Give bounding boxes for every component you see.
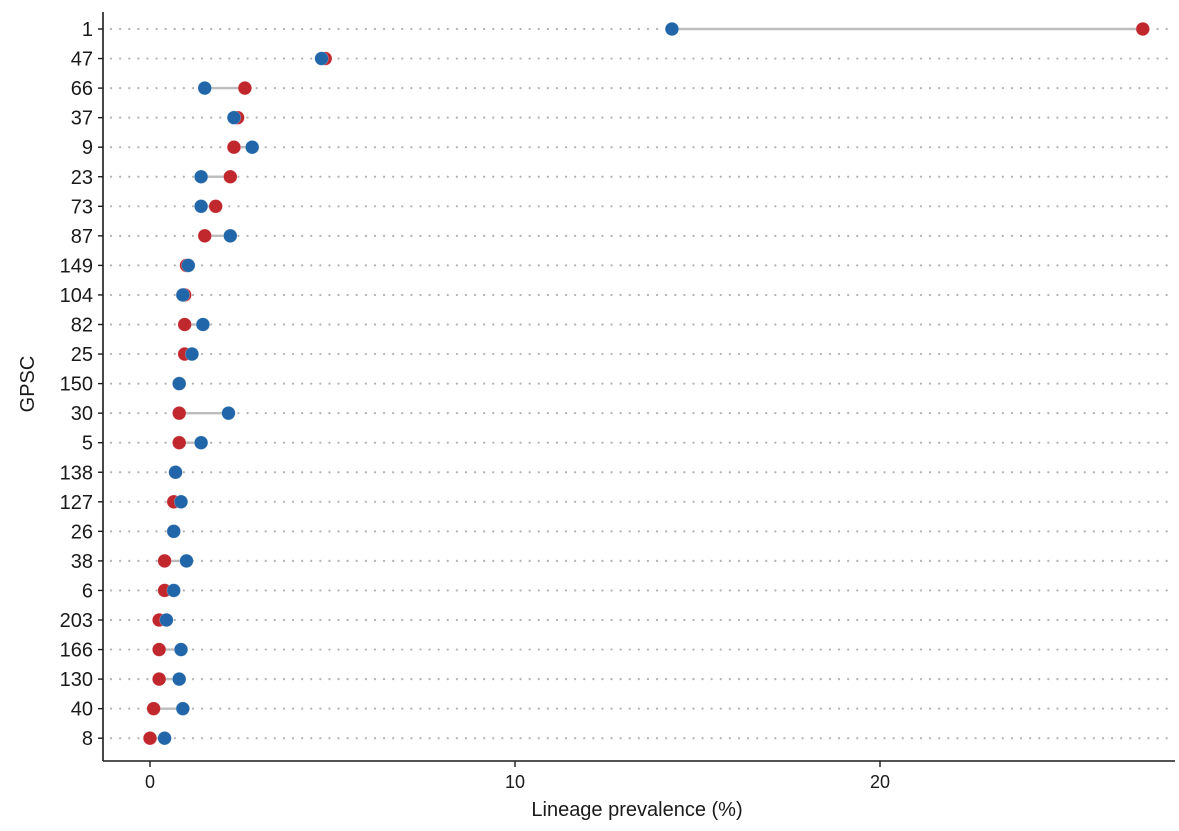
y-tick-label-1: 1 [82,19,93,41]
point-blue-37 [226,110,242,125]
y-tick-label-38: 38 [71,551,93,573]
point-blue-87 [223,228,238,243]
point-blue-1 [664,21,680,37]
y-tick-label-73: 73 [71,196,93,218]
point-blue-138 [168,465,183,480]
y-tick-label-5: 5 [82,433,93,455]
point-blue-104 [175,287,190,303]
y-tick-label-25: 25 [71,344,93,366]
point-blue-40 [175,701,190,716]
y-tick-label-9: 9 [82,137,93,159]
point-red-8 [142,731,158,746]
point-blue-127 [173,494,189,509]
point-red-73 [208,199,223,214]
point-red-1 [1135,21,1150,37]
y-tick-label-104: 104 [60,285,93,307]
point-red-87 [197,228,212,243]
point-blue-66 [197,80,212,96]
point-red-9 [226,140,242,155]
x-axis-title: Lineage prevalence (%) [531,799,742,821]
point-red-130 [152,671,167,687]
y-tick-label-203: 203 [60,610,93,632]
point-blue-9 [245,140,260,155]
point-blue-73 [194,199,209,214]
axis-layer: 1 47 66 37 9 23 73 87 149 104 82 25 150 30 5 138 127 26 38… [60,12,1175,792]
point-blue-47 [314,51,329,66]
point-blue-8 [157,731,172,746]
point-blue-130 [172,671,187,687]
point-blue-38 [179,553,194,569]
y-tick-label-130: 130 [60,669,93,691]
y-tick-label-150: 150 [60,374,93,396]
x-tick-label-20: 20 [870,772,890,792]
x-tick-label-0: 0 [145,772,155,792]
y-tick-label-26: 26 [71,521,93,543]
point-red-166 [152,642,167,657]
y-tick-label-87: 87 [71,226,93,248]
y-tick-label-66: 66 [71,78,93,100]
y-tick-label-127: 127 [60,492,93,514]
x-tick-label-10: 10 [505,772,525,792]
point-blue-23 [194,169,209,184]
point-blue-166 [173,642,189,657]
grid-layer [109,27,1177,740]
point-red-5 [172,435,187,450]
y-tick-label-82: 82 [71,315,93,337]
point-blue-5 [194,435,209,450]
point-red-66 [237,80,252,96]
point-blue-25 [184,346,200,362]
point-blue-150 [172,376,187,391]
point-red-82 [177,317,192,332]
point-blue-6 [166,583,181,598]
y-tick-label-23: 23 [71,167,93,189]
y-tick-label-47: 47 [71,49,93,71]
y-tick-label-166: 166 [60,640,93,662]
point-blue-26 [166,524,181,539]
point-red-38 [157,553,172,569]
y-tick-label-40: 40 [71,699,93,721]
point-red-40 [146,701,161,716]
point-blue-203 [159,612,174,628]
y-tick-label-149: 149 [60,255,93,277]
point-red-23 [223,169,238,184]
y-tick-label-8: 8 [82,728,93,750]
y-axis-title: GPSC [17,356,39,413]
point-layer [142,21,1150,746]
point-red-30 [172,406,187,421]
y-tick-label-138: 138 [60,462,93,484]
y-tick-label-30: 30 [71,403,93,425]
y-tick-label-37: 37 [71,108,93,130]
point-blue-82 [195,317,211,332]
point-blue-30 [221,406,236,421]
y-tick-label-6: 6 [82,580,93,602]
point-blue-149 [181,258,196,273]
